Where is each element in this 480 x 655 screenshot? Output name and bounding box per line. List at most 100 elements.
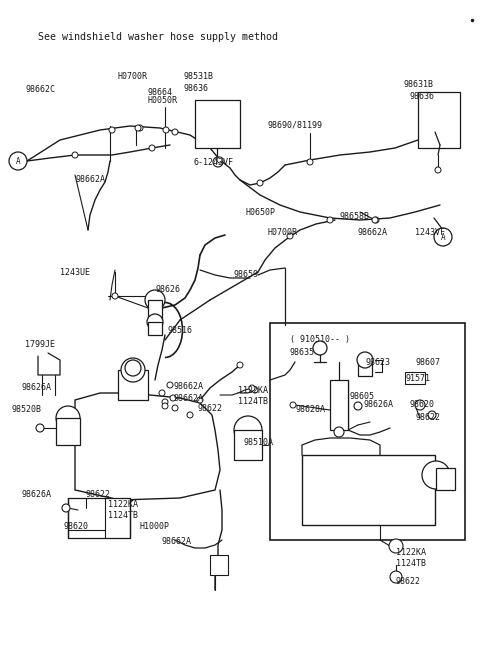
Bar — [405, 372, 425, 384]
Circle shape — [390, 571, 402, 583]
Circle shape — [327, 217, 333, 223]
Text: 98516: 98516 — [168, 326, 193, 335]
Circle shape — [112, 293, 118, 299]
Bar — [195, 100, 240, 148]
Text: 98626A: 98626A — [22, 383, 52, 392]
Bar — [234, 430, 262, 460]
Bar — [210, 555, 228, 575]
Text: 98690/81199: 98690/81199 — [268, 120, 323, 129]
Text: 98623: 98623 — [366, 358, 391, 367]
Circle shape — [62, 504, 70, 512]
Text: 98626A: 98626A — [364, 400, 394, 409]
Circle shape — [172, 405, 178, 411]
Text: 98520B: 98520B — [12, 405, 42, 414]
Text: 98622: 98622 — [86, 490, 111, 499]
Text: 98622: 98622 — [198, 404, 223, 413]
Bar — [118, 370, 148, 400]
Circle shape — [187, 412, 193, 418]
Bar — [148, 300, 162, 320]
Bar — [56, 418, 80, 445]
Bar — [68, 498, 130, 538]
Text: 98659: 98659 — [233, 270, 258, 279]
Circle shape — [159, 390, 165, 396]
Circle shape — [121, 358, 145, 382]
Text: 1122KA: 1122KA — [238, 386, 268, 395]
Text: 98620: 98620 — [410, 400, 435, 409]
Text: 98628A: 98628A — [295, 405, 325, 414]
Circle shape — [290, 402, 296, 408]
Text: H0650P: H0650P — [245, 208, 275, 217]
Circle shape — [313, 341, 327, 355]
Circle shape — [109, 127, 115, 133]
Circle shape — [357, 352, 373, 368]
Circle shape — [162, 399, 168, 405]
Text: 98622: 98622 — [396, 577, 421, 586]
Circle shape — [197, 397, 203, 403]
Text: 98662A: 98662A — [173, 394, 203, 403]
Circle shape — [135, 125, 141, 131]
Text: 98620: 98620 — [64, 522, 89, 531]
Text: 98607: 98607 — [415, 358, 440, 367]
Text: 98510A: 98510A — [244, 438, 274, 447]
Text: H0700R: H0700R — [268, 228, 298, 237]
Bar — [148, 322, 162, 335]
Text: 1243UE: 1243UE — [60, 268, 90, 277]
Bar — [330, 380, 348, 430]
Text: A: A — [441, 233, 445, 242]
Text: A: A — [16, 157, 20, 166]
Text: 1122KA: 1122KA — [396, 548, 426, 557]
Circle shape — [307, 159, 313, 165]
Text: 98531B: 98531B — [183, 72, 213, 81]
Text: 91571: 91571 — [405, 374, 430, 383]
Circle shape — [422, 461, 450, 489]
Text: 98662C: 98662C — [25, 85, 55, 94]
Text: 98662A: 98662A — [162, 537, 192, 546]
Circle shape — [9, 152, 27, 170]
Circle shape — [213, 157, 223, 167]
Circle shape — [137, 125, 143, 131]
Circle shape — [373, 217, 379, 223]
Text: 1799JE: 1799JE — [25, 340, 55, 349]
Text: 1122KA: 1122KA — [108, 500, 138, 509]
Circle shape — [72, 152, 78, 158]
Text: 1243VF: 1243VF — [415, 228, 445, 237]
Text: 98662A: 98662A — [358, 228, 388, 237]
Text: 98662A: 98662A — [75, 175, 105, 184]
Text: 98605: 98605 — [350, 392, 375, 401]
Circle shape — [237, 362, 243, 368]
Text: ( 910510-- ): ( 910510-- ) — [290, 335, 350, 344]
Circle shape — [334, 427, 344, 437]
Circle shape — [354, 402, 362, 410]
Text: See windshield washer hose supply method: See windshield washer hose supply method — [38, 32, 278, 42]
Circle shape — [257, 180, 263, 186]
Text: H0050R: H0050R — [148, 96, 178, 105]
Circle shape — [56, 406, 80, 430]
Circle shape — [167, 382, 173, 388]
Text: 98626A: 98626A — [22, 490, 52, 499]
Circle shape — [172, 129, 178, 135]
Text: 1124TB: 1124TB — [108, 511, 138, 520]
Circle shape — [372, 217, 378, 223]
Circle shape — [249, 385, 255, 391]
Circle shape — [252, 387, 258, 393]
Circle shape — [234, 416, 262, 444]
Text: H1000P: H1000P — [140, 522, 170, 531]
Bar — [358, 360, 372, 376]
Circle shape — [36, 424, 44, 432]
Text: 1124TB: 1124TB — [238, 397, 268, 406]
Circle shape — [428, 411, 436, 419]
Text: 6-1243VF: 6-1243VF — [194, 158, 234, 167]
Text: 1124TB: 1124TB — [396, 559, 426, 568]
Text: 98636: 98636 — [410, 92, 435, 101]
Circle shape — [162, 403, 168, 409]
Text: 98662A: 98662A — [173, 382, 203, 391]
Circle shape — [435, 167, 441, 173]
Text: 98626: 98626 — [155, 285, 180, 294]
Circle shape — [415, 400, 425, 410]
Circle shape — [125, 360, 141, 376]
Text: 98622: 98622 — [415, 413, 440, 422]
Circle shape — [145, 290, 165, 310]
Text: 98664: 98664 — [148, 88, 173, 97]
Text: 98635: 98635 — [290, 348, 315, 357]
Bar — [418, 92, 460, 148]
